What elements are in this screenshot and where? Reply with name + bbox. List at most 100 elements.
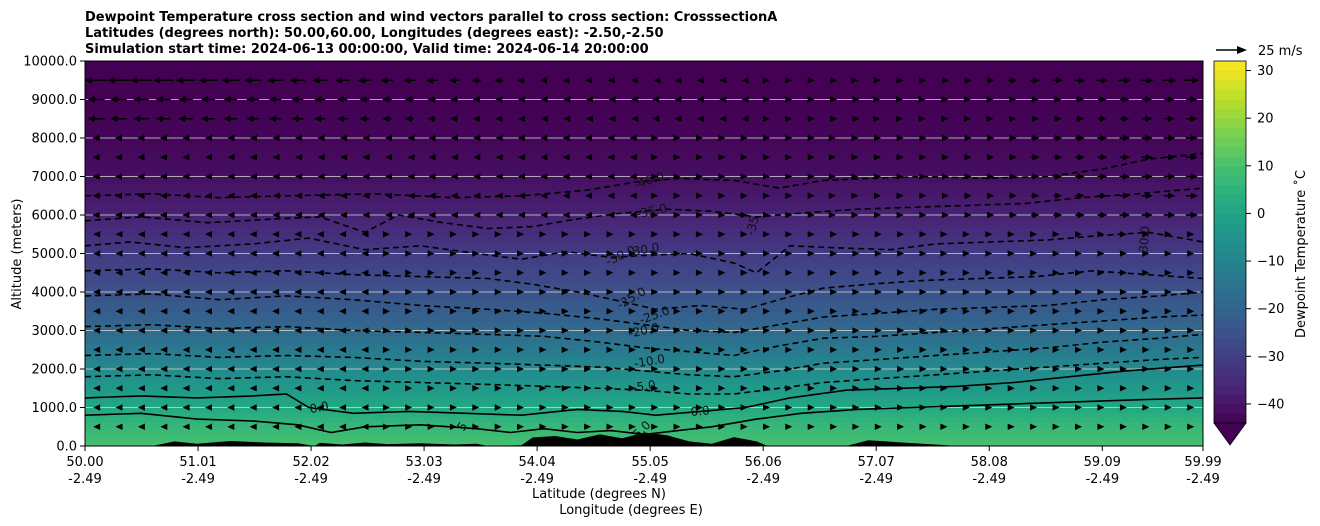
wind-vector-head (695, 134, 703, 142)
wind-vector-head (785, 384, 793, 392)
wind-vector-head (317, 192, 325, 200)
wind-vector-head (272, 384, 280, 392)
dewpoint-band (85, 383, 1203, 389)
wind-vector-head (584, 250, 592, 257)
wind-vector-head (585, 211, 593, 219)
wind-vector-head (1010, 76, 1018, 84)
wind-vector-head (115, 365, 123, 373)
wind-vector-head (92, 211, 100, 219)
y-axis: 0.0 1000.0 2000.0 3000.0 4000.0 5000.0 6000.0 7… (23, 55, 85, 455)
wind-vector-head (1099, 96, 1107, 103)
wind-vector-head (518, 192, 525, 200)
wind-vector-head (115, 404, 123, 411)
colorbar-band (1214, 165, 1246, 176)
wind-vector-head (472, 96, 480, 103)
wind-vector-head (312, 76, 320, 84)
wind-vector-head (539, 230, 547, 238)
dewpoint-band (85, 243, 1203, 250)
wind-vector-head (316, 250, 324, 257)
wind-vector-head (93, 404, 101, 411)
wind-vectors (85, 76, 1200, 431)
dewpoint-band (85, 157, 1203, 163)
wind-vector-head (472, 288, 480, 296)
wind-vector-head (227, 404, 235, 411)
wind-vector-head (1078, 76, 1086, 84)
wind-vector-head (495, 173, 503, 180)
wind-vector-head (1119, 269, 1127, 277)
wind-vector-head (584, 327, 592, 334)
colorbar-tick-label: −10 (1257, 255, 1284, 270)
wind-vector-head (695, 153, 703, 161)
wind-vector-head (1009, 211, 1017, 219)
wind-vector-head (266, 76, 274, 84)
wind-vector-head (897, 269, 905, 277)
colorbar-band (1214, 413, 1246, 424)
wind-vector-head (385, 192, 393, 200)
wind-vector-head (1187, 230, 1195, 238)
wind-vector-head (405, 269, 413, 277)
wind-vector-head (316, 307, 324, 315)
wind-vector-head (205, 307, 212, 315)
wind-vector-head (250, 153, 257, 161)
wind-vector-head (807, 327, 815, 334)
wind-vector-head (115, 327, 123, 334)
wind-vector-head (563, 96, 571, 103)
wind-vector-head (785, 423, 793, 431)
wind-vector-head (852, 365, 860, 373)
wind-vector-head (987, 173, 995, 180)
wind-vector-head (137, 250, 145, 257)
dewpoint-band (85, 292, 1203, 298)
wind-vector-head (941, 134, 949, 142)
wind-vector-head (316, 327, 324, 334)
wind-vector-head (987, 192, 995, 200)
dewpoint-band (85, 373, 1203, 380)
wind-vector-head (316, 230, 324, 238)
wind-vector-head (1007, 423, 1015, 431)
wind-vector-head (160, 404, 168, 411)
wind-vector-head (607, 211, 615, 219)
wind-vector-head (1142, 384, 1150, 392)
wind-vector-head (227, 153, 235, 161)
wind-vector-head (807, 211, 815, 219)
wind-vector-head (137, 307, 145, 315)
colorbar-band (1214, 270, 1246, 281)
wind-vector-head (653, 76, 661, 84)
wind-vector-head (471, 76, 479, 84)
dewpoint-band (85, 152, 1203, 158)
wind-vector-head (494, 230, 502, 238)
wind-vector-head (785, 307, 793, 315)
wind-vector-head (852, 423, 860, 431)
wind-vector-head (807, 288, 815, 296)
wind-vector-head (941, 153, 949, 161)
wind-vector-head (673, 307, 681, 315)
wind-vector-head (517, 365, 524, 373)
colorbar-band (1214, 203, 1246, 214)
wind-vector-head (1122, 96, 1130, 103)
wind-vector-head (227, 192, 235, 200)
wind-vector-head (405, 423, 413, 431)
wind-vector-head (695, 423, 703, 431)
wind-vector-head (448, 76, 456, 84)
wind-vector-head (985, 250, 993, 257)
wind-vector-head (830, 288, 838, 296)
wind-vector-head (115, 346, 123, 354)
wind-vector-head (651, 288, 659, 296)
wind-vector-head (763, 365, 770, 373)
wind-vector-head (1123, 211, 1130, 219)
wind-vector-head (651, 134, 659, 142)
dewpoint-band (85, 94, 1203, 101)
wind-vector-head (628, 404, 636, 411)
wind-vector-head (382, 96, 390, 103)
wind-vector-head (517, 404, 524, 411)
wind-vector-head (964, 134, 972, 142)
wind-vector-head (517, 250, 524, 257)
wind-vector-head (92, 192, 100, 200)
wind-vector-head (1187, 327, 1195, 334)
wind-vector-head (517, 307, 524, 315)
wind-vector-head (940, 346, 948, 354)
colorbar-band (1214, 242, 1246, 253)
wind-vector-head (897, 327, 905, 334)
wind-vector-head (807, 134, 815, 142)
wind-vector-head (1052, 230, 1060, 238)
wind-vector-head (740, 384, 748, 392)
